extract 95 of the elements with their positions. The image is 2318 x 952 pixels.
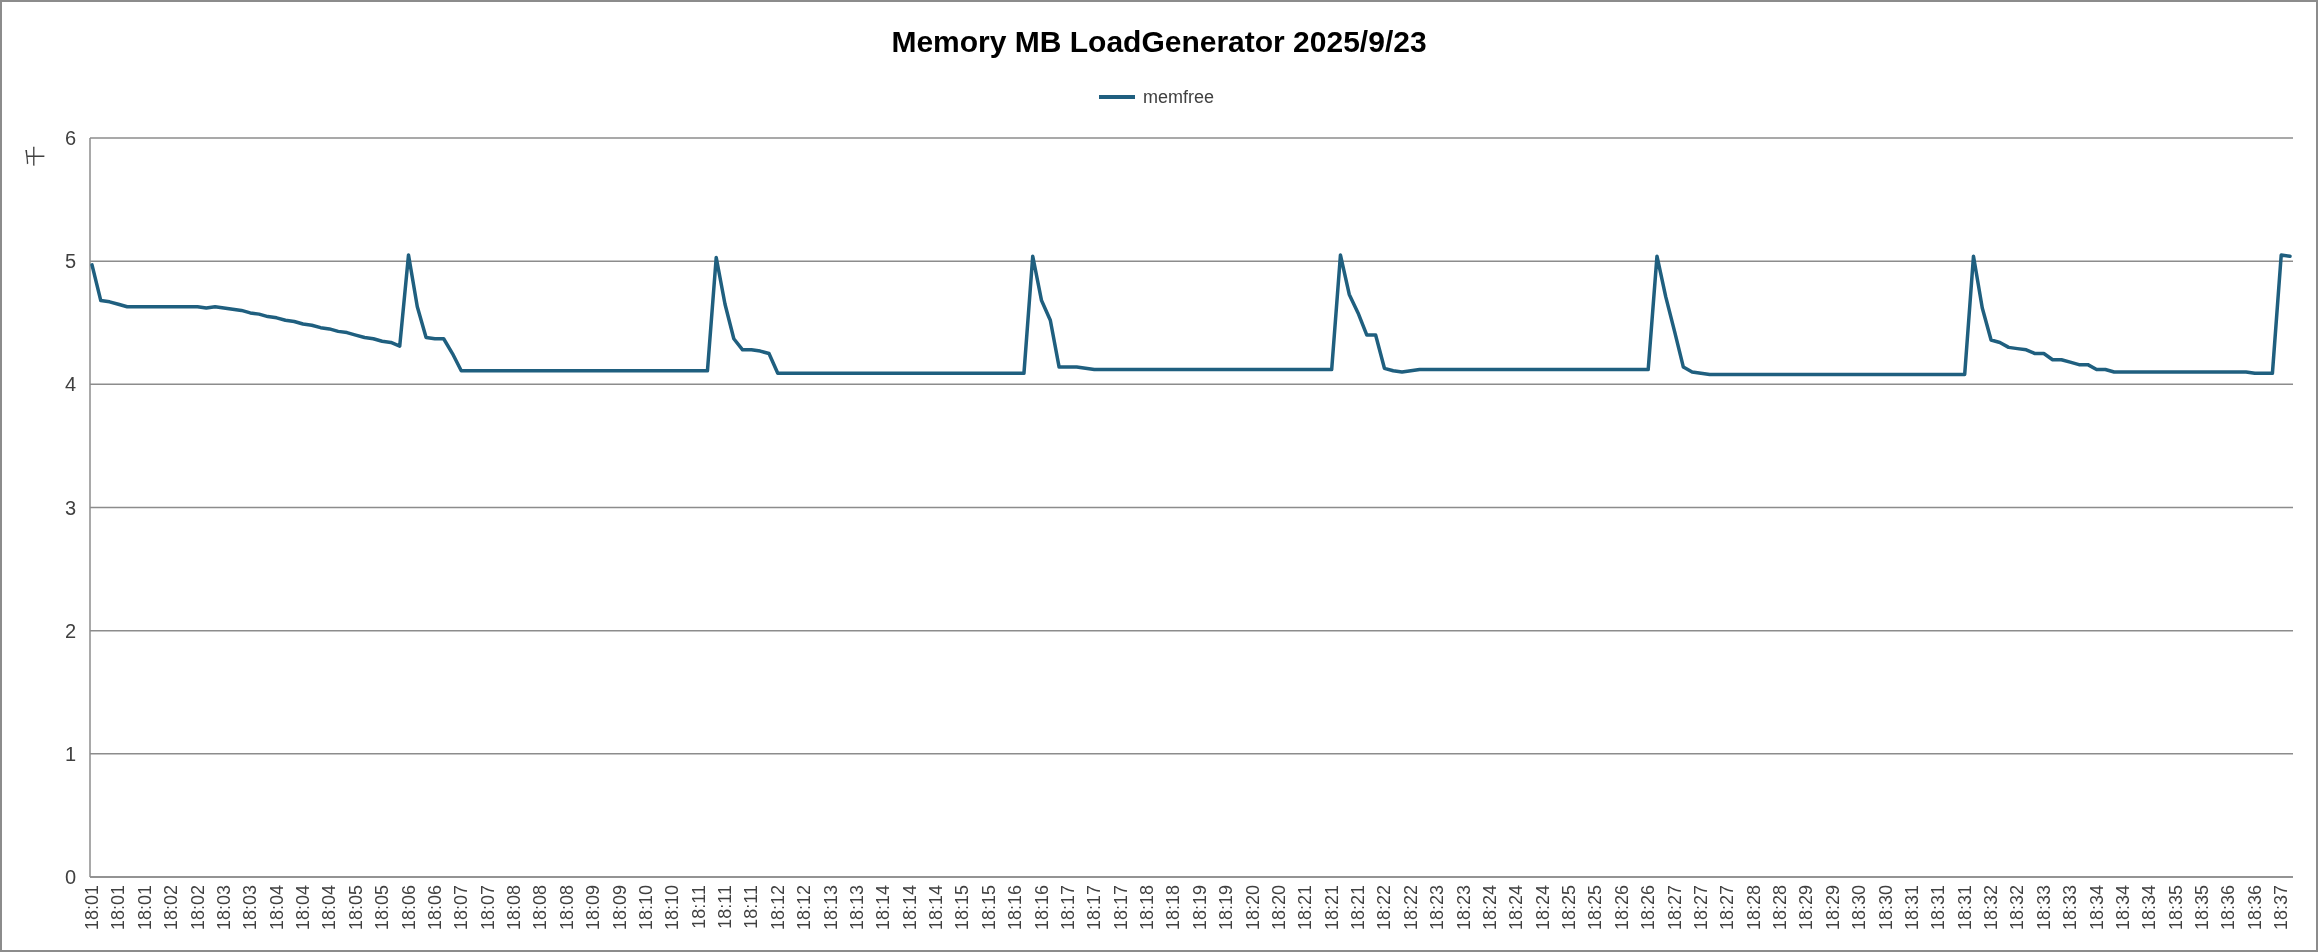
x-tick-label: 18:28: [1743, 885, 1764, 931]
x-tick-label: 18:35: [2192, 885, 2213, 931]
x-tick-label: 18:26: [1611, 885, 1632, 931]
x-tick-label: 18:17: [1084, 885, 1105, 931]
x-tick-label: 18:34: [2086, 885, 2107, 931]
x-tick-label: 18:24: [1532, 885, 1553, 931]
x-tick-label: 18:12: [794, 885, 815, 931]
x-tick-label: 18:10: [662, 885, 683, 931]
x-tick-label: 18:14: [873, 885, 894, 931]
x-tick-label: 18:12: [767, 885, 788, 931]
x-tick-label: 18:17: [1110, 885, 1131, 931]
x-tick-label: 18:05: [372, 885, 393, 931]
x-tick-label: 18:36: [2218, 885, 2239, 931]
x-tick-label: 18:11: [715, 885, 736, 929]
x-tick-label: 18:33: [2060, 885, 2081, 931]
y-axis-title: 千: [24, 146, 46, 166]
x-tick-label: 18:15: [978, 885, 999, 931]
x-tick-label: 18:06: [398, 885, 419, 931]
x-tick-label: 18:02: [161, 885, 182, 931]
x-tick-label: 18:01: [82, 885, 102, 931]
x-tick-label: 18:06: [424, 885, 445, 931]
x-tick-label: 18:31: [1928, 885, 1949, 931]
x-tick-label: 18:10: [635, 885, 656, 931]
x-tick-label: 18:32: [1981, 885, 2002, 931]
x-tick-label: 18:23: [1427, 885, 1448, 931]
x-tick-label: 18:18: [1137, 885, 1158, 931]
x-tick-label: 18:04: [293, 885, 314, 931]
x-tick-label: 18:14: [899, 885, 920, 931]
x-tick-label: 18:13: [820, 885, 841, 931]
y-tick-label: 2: [64, 619, 76, 642]
x-tick-label: 18:21: [1321, 885, 1342, 931]
x-tick-label: 18:25: [1559, 885, 1580, 931]
x-tick-label: 18:20: [1268, 885, 1289, 931]
x-tick-label: 18:17: [1057, 885, 1078, 931]
x-tick-label: 18:34: [2139, 885, 2160, 931]
x-tick-label: 18:36: [2244, 885, 2265, 931]
x-tick-label: 18:05: [345, 885, 366, 931]
x-tick-label: 18:18: [1163, 885, 1184, 931]
x-tick-label: 18:19: [1216, 885, 1237, 931]
legend-label: memfree: [1143, 87, 1215, 107]
chart-title: Memory MB LoadGenerator 2025/9/23: [891, 25, 1427, 58]
x-tick-label: 18:20: [1242, 885, 1263, 931]
y-tick-label: 0: [64, 866, 76, 888]
x-tick-label: 18:30: [1849, 885, 1870, 931]
x-tick-label: 18:01: [134, 885, 155, 931]
x-tick-label: 18:21: [1348, 885, 1369, 931]
y-tick-label: 3: [64, 496, 76, 519]
x-tick-label: 18:08: [556, 885, 577, 931]
x-tick-label: 18:26: [1638, 885, 1659, 931]
y-tick-label: 1: [64, 742, 76, 765]
x-tick-label: 18:37: [2271, 885, 2292, 931]
x-tick-label: 18:32: [2007, 885, 2028, 931]
x-tick-label: 18:04: [266, 885, 287, 931]
x-tick-label: 18:09: [609, 885, 630, 931]
x-tick-label: 18:11: [688, 885, 709, 929]
y-tick-label: 6: [64, 127, 76, 149]
x-tick-label: 18:27: [1690, 885, 1711, 931]
x-tick-label: 18:30: [1875, 885, 1896, 931]
line-series: [90, 253, 2292, 377]
x-tick-label: 18:02: [187, 885, 208, 931]
x-tick-label: 18:15: [952, 885, 973, 931]
x-tick-label: 18:07: [477, 885, 498, 931]
x-tick-label: 18:33: [2033, 885, 2054, 931]
x-tick-label: 18:23: [1453, 885, 1474, 931]
x-tick-label: 18:16: [1031, 885, 1052, 931]
x-tick-label: 18:14: [926, 885, 947, 931]
x-tick-label: 18:03: [240, 885, 261, 931]
x-tick-label: 18:27: [1664, 885, 1685, 931]
x-tick-label: 18:13: [846, 885, 867, 931]
x-tick-label: 18:04: [319, 885, 340, 931]
x-tick-label: 18:29: [1822, 885, 1843, 931]
x-tick-label: 18:28: [1770, 885, 1791, 931]
x-tick-label: 18:31: [1901, 885, 1922, 931]
x-tick-label: 18:22: [1374, 885, 1395, 931]
x-tick-label: 18:31: [1954, 885, 1975, 931]
x-tick-label: 18:25: [1585, 885, 1606, 931]
x-tick-label: 18:27: [1717, 885, 1738, 931]
y-tick-label: 4: [64, 373, 76, 396]
x-tick-label: 18:07: [451, 885, 472, 931]
x-tick-label: 18:22: [1400, 885, 1421, 931]
y-tick-label: 5: [64, 250, 76, 273]
x-tick-label: 18:11: [741, 885, 762, 929]
x-tick-label: 18:03: [213, 885, 234, 931]
x-tick-label: 18:21: [1295, 885, 1316, 931]
x-tick-label: 18:29: [1796, 885, 1817, 931]
x-tick-label: 18:35: [2165, 885, 2186, 931]
x-tick-label: 18:08: [504, 885, 525, 931]
x-tick-label: 18:08: [530, 885, 551, 931]
x-tick-label: 18:24: [1506, 885, 1527, 931]
x-tick-label: 18:19: [1189, 885, 1210, 931]
x-tick-label: 18:24: [1479, 885, 1500, 931]
x-tick-label: 18:01: [108, 885, 129, 931]
x-tick-label: 18:09: [583, 885, 604, 931]
x-tick-label: 18:34: [2112, 885, 2133, 931]
x-tick-label: 18:16: [1005, 885, 1026, 931]
